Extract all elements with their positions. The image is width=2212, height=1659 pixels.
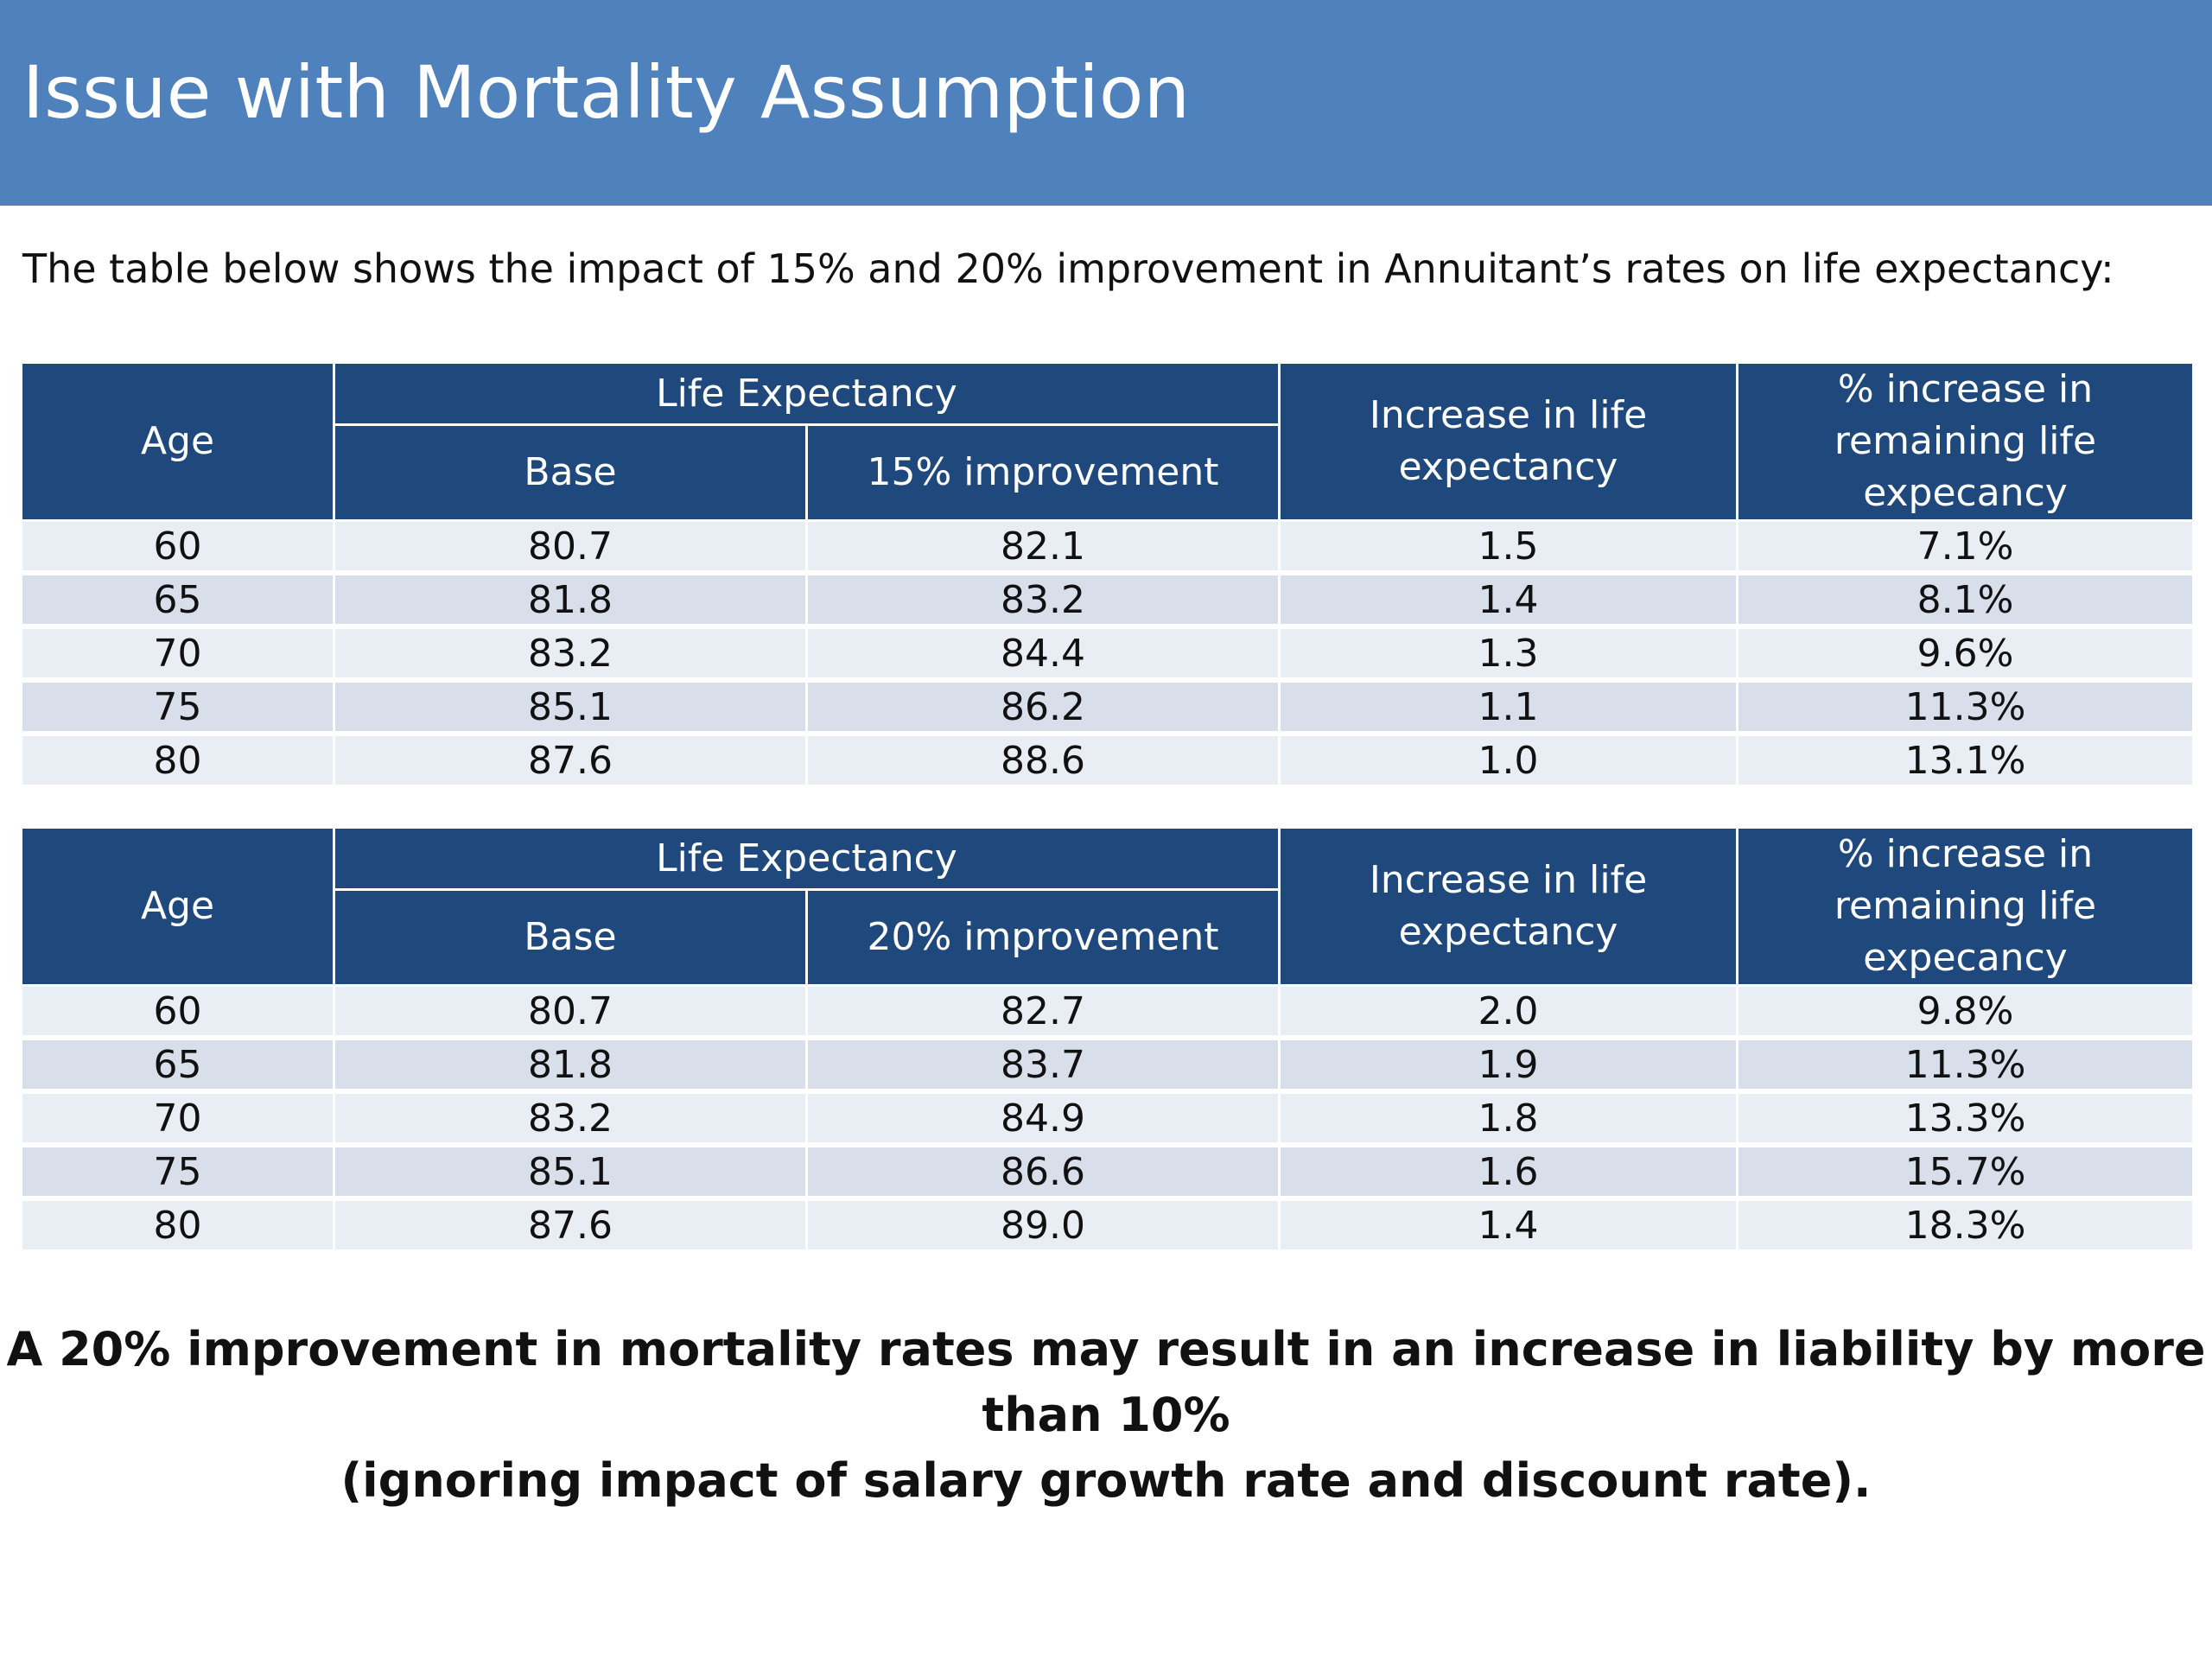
increase-cell: 1.4 [1278,1198,1738,1255]
base-cell: 80.7 [333,985,808,1040]
table-row: 80 87.6 88.6 1.0 13.1% [20,734,2195,790]
table-row: 65 81.8 83.2 1.4 8.1% [20,573,2195,629]
header-life-expectancy: Life Expectancy [333,360,1281,427]
age-cell: 80 [20,1198,335,1255]
table-row: 70 83.2 84.4 1.3 9.6% [20,626,2195,683]
base-cell: 83.2 [333,626,808,683]
header-increase: Increase in life expectancy [1278,361,1738,522]
increase-cell: 1.3 [1278,626,1738,683]
header-pct-increase: % increase in remaining life expecancy [1736,826,2195,987]
pct-increase-cell: 13.1% [1736,734,2195,790]
header-age: Age [20,361,335,522]
pct-increase-cell: 8.1% [1736,573,2195,629]
age-cell: 60 [20,985,335,1040]
increase-cell: 1.0 [1278,734,1738,790]
conclusion-text: A 20% improvement in mortality rates may… [0,1317,2212,1514]
base-cell: 80.7 [333,520,808,575]
age-cell: 80 [20,734,335,790]
improved-cell: 84.4 [805,626,1281,683]
table-row: 80 87.6 89.0 1.4 18.3% [20,1198,2195,1255]
improved-cell: 82.1 [805,520,1281,575]
table-body: 60 80.7 82.1 1.5 7.1% 65 81.8 83.2 1.4 8.1% 70 83.2… [20,520,2195,790]
header-increase: Increase in life expectancy [1278,826,1738,987]
intro-text: The table below shows the impact of 15% … [22,245,2114,292]
base-cell: 87.6 [333,1198,808,1255]
increase-cell: 1.4 [1278,573,1738,629]
header-improvement: 15% improvement [805,423,1281,522]
pct-increase-cell: 11.3% [1736,680,2195,736]
table-row: 75 85.1 86.6 1.6 15.7% [20,1145,2195,1201]
table-row: 60 80.7 82.7 2.0 9.8% [20,985,2195,1040]
age-cell: 75 [20,1145,335,1201]
age-cell: 70 [20,1091,335,1147]
header-improvement: 20% improvement [805,888,1281,987]
improved-cell: 84.9 [805,1091,1281,1147]
pct-increase-cell: 9.8% [1736,985,2195,1040]
table-row: 65 81.8 83.7 1.9 11.3% [20,1038,2195,1094]
pct-increase-cell: 11.3% [1736,1038,2195,1094]
pct-increase-cell: 9.6% [1736,626,2195,683]
title-bar: Issue with Mortality Assumption [0,0,2212,206]
conclusion-line-1: A 20% improvement in mortality rates may… [6,1322,2206,1442]
life-expectancy-table-20: Age Life Expectancy Increase in life exp… [20,825,2195,1255]
improved-cell: 82.7 [805,985,1281,1040]
base-cell: 85.1 [333,1145,808,1201]
base-cell: 83.2 [333,1091,808,1147]
increase-cell: 1.5 [1278,520,1738,575]
table-row: 60 80.7 82.1 1.5 7.1% [20,520,2195,575]
improved-cell: 83.7 [805,1038,1281,1094]
improved-cell: 83.2 [805,573,1281,629]
header-pct-increase: % increase in remaining life expecancy [1736,361,2195,522]
header-age: Age [20,826,335,987]
table-row: 70 83.2 84.9 1.8 13.3% [20,1091,2195,1147]
improved-cell: 89.0 [805,1198,1281,1255]
increase-cell: 1.8 [1278,1091,1738,1147]
age-cell: 60 [20,520,335,575]
life-expectancy-table-15: Age Life Expectancy Increase in life exp… [20,360,2195,790]
age-cell: 75 [20,680,335,736]
improved-cell: 86.2 [805,680,1281,736]
increase-cell: 1.6 [1278,1145,1738,1201]
age-cell: 70 [20,626,335,683]
improved-cell: 88.6 [805,734,1281,790]
base-cell: 87.6 [333,734,808,790]
increase-cell: 1.1 [1278,680,1738,736]
base-cell: 85.1 [333,680,808,736]
table-body: 60 80.7 82.7 2.0 9.8% 65 81.8 83.7 1.9 11.3% 70 83.… [20,985,2195,1255]
pct-increase-cell: 7.1% [1736,520,2195,575]
header-life-expectancy: Life Expectancy [333,825,1281,892]
age-cell: 65 [20,1038,335,1094]
header-base: Base [333,423,808,522]
improved-cell: 86.6 [805,1145,1281,1201]
pct-increase-cell: 13.3% [1736,1091,2195,1147]
slide-title: Issue with Mortality Assumption [22,50,1191,135]
pct-increase-cell: 18.3% [1736,1198,2195,1255]
base-cell: 81.8 [333,573,808,629]
table-row: 75 85.1 86.2 1.1 11.3% [20,680,2195,736]
age-cell: 65 [20,573,335,629]
base-cell: 81.8 [333,1038,808,1094]
conclusion-line-2: (ignoring impact of salary growth rate a… [340,1453,1872,1508]
increase-cell: 2.0 [1278,985,1738,1040]
increase-cell: 1.9 [1278,1038,1738,1094]
pct-increase-cell: 15.7% [1736,1145,2195,1201]
header-base: Base [333,888,808,987]
